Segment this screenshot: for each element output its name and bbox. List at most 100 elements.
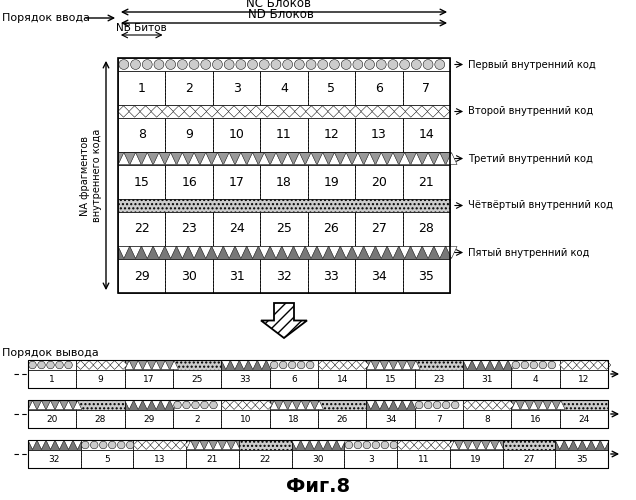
Text: 11: 11 xyxy=(418,454,429,464)
Text: NB Битов: NB Битов xyxy=(116,23,167,33)
Polygon shape xyxy=(264,400,272,409)
Polygon shape xyxy=(328,440,336,450)
Polygon shape xyxy=(555,440,564,450)
Bar xyxy=(560,360,608,370)
Bar xyxy=(308,212,355,246)
Polygon shape xyxy=(403,400,411,409)
Polygon shape xyxy=(165,246,176,258)
Text: 29: 29 xyxy=(143,414,155,424)
Text: 7: 7 xyxy=(422,82,431,94)
Polygon shape xyxy=(446,246,457,258)
Bar xyxy=(511,400,560,410)
Circle shape xyxy=(415,401,423,409)
Text: 25: 25 xyxy=(191,374,203,384)
Bar xyxy=(134,440,186,450)
Circle shape xyxy=(271,60,281,70)
Text: 35: 35 xyxy=(418,270,434,282)
Circle shape xyxy=(142,60,152,70)
Text: 23: 23 xyxy=(433,374,445,384)
Text: NA фрагментов
внутреннего кода: NA фрагментов внутреннего кода xyxy=(80,129,102,222)
Text: 32: 32 xyxy=(49,454,60,464)
Bar xyxy=(213,259,260,293)
Circle shape xyxy=(189,60,199,70)
Polygon shape xyxy=(459,440,467,450)
Text: Пятый внутренний код: Пятый внутренний код xyxy=(468,248,590,258)
Polygon shape xyxy=(247,152,258,164)
Polygon shape xyxy=(258,360,266,370)
Polygon shape xyxy=(37,400,46,409)
Polygon shape xyxy=(394,106,406,117)
Polygon shape xyxy=(422,246,434,258)
Circle shape xyxy=(210,401,218,409)
Polygon shape xyxy=(416,106,427,117)
Polygon shape xyxy=(218,106,229,117)
Polygon shape xyxy=(177,152,188,164)
Polygon shape xyxy=(46,400,55,409)
Circle shape xyxy=(90,441,98,449)
Polygon shape xyxy=(195,106,207,117)
Polygon shape xyxy=(64,400,73,409)
Polygon shape xyxy=(153,152,165,164)
Polygon shape xyxy=(350,106,361,117)
Text: 13: 13 xyxy=(154,454,165,464)
Bar xyxy=(260,212,308,246)
Text: 19: 19 xyxy=(471,454,482,464)
Text: 4: 4 xyxy=(280,82,288,94)
Polygon shape xyxy=(221,360,230,370)
Polygon shape xyxy=(129,106,141,117)
Text: 6: 6 xyxy=(375,82,383,94)
Circle shape xyxy=(399,60,410,70)
Text: 28: 28 xyxy=(95,414,106,424)
Bar xyxy=(355,118,403,152)
Text: 9: 9 xyxy=(185,128,193,141)
Polygon shape xyxy=(366,360,375,370)
Polygon shape xyxy=(55,440,64,450)
Bar xyxy=(28,450,81,468)
Polygon shape xyxy=(319,440,328,450)
Polygon shape xyxy=(548,400,556,409)
Text: 17: 17 xyxy=(228,176,244,188)
Circle shape xyxy=(236,60,245,70)
Text: 34: 34 xyxy=(371,270,387,282)
Polygon shape xyxy=(591,440,600,450)
Text: 30: 30 xyxy=(181,270,197,282)
Text: 5: 5 xyxy=(328,82,335,94)
Polygon shape xyxy=(585,360,594,370)
Circle shape xyxy=(99,441,107,449)
Polygon shape xyxy=(282,152,293,164)
Polygon shape xyxy=(184,440,193,450)
Polygon shape xyxy=(335,360,343,370)
Polygon shape xyxy=(305,246,317,258)
Bar xyxy=(463,400,511,410)
Polygon shape xyxy=(142,246,153,258)
Text: 21: 21 xyxy=(207,454,218,464)
Polygon shape xyxy=(159,440,168,450)
Text: 25: 25 xyxy=(276,222,292,235)
Polygon shape xyxy=(165,152,176,164)
Polygon shape xyxy=(238,400,247,409)
Polygon shape xyxy=(230,400,238,409)
Polygon shape xyxy=(134,440,142,450)
Circle shape xyxy=(354,441,362,449)
Polygon shape xyxy=(352,152,363,164)
Text: 15: 15 xyxy=(134,176,149,188)
Bar xyxy=(292,450,344,468)
Polygon shape xyxy=(472,360,481,370)
Circle shape xyxy=(212,60,223,70)
Circle shape xyxy=(512,361,520,369)
Polygon shape xyxy=(142,152,153,164)
Text: 34: 34 xyxy=(385,414,396,424)
Polygon shape xyxy=(448,440,457,450)
Polygon shape xyxy=(339,106,350,117)
Circle shape xyxy=(46,361,54,369)
Polygon shape xyxy=(161,400,169,409)
Circle shape xyxy=(118,441,125,449)
Bar xyxy=(221,400,270,410)
Polygon shape xyxy=(239,106,251,117)
Bar xyxy=(213,212,260,246)
Polygon shape xyxy=(188,152,200,164)
Bar xyxy=(463,370,511,388)
Polygon shape xyxy=(364,152,375,164)
Polygon shape xyxy=(249,360,257,370)
Circle shape xyxy=(191,401,199,409)
